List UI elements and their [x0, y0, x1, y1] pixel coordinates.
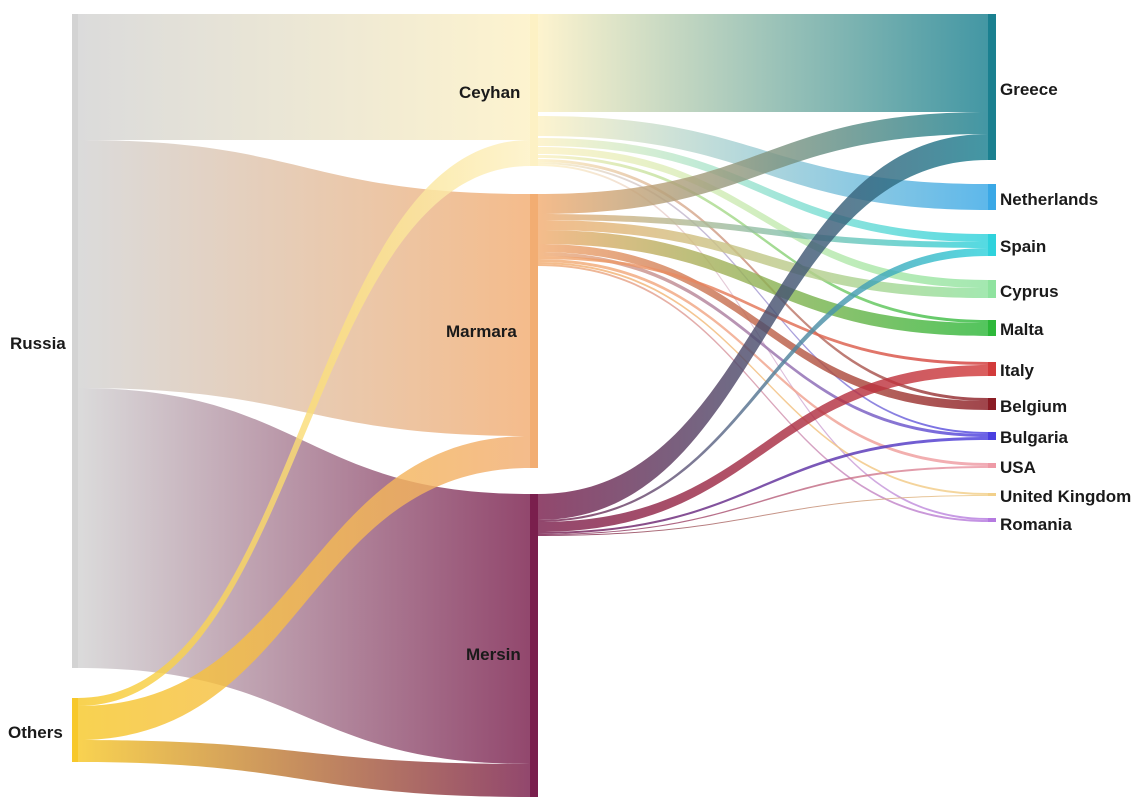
node-bar-united-kingdom: [988, 493, 996, 496]
node-bars: [72, 14, 996, 797]
flow-ceyhan-to-romania: [538, 164, 988, 520]
flow-ceyhan-to-cyprus: [538, 147, 988, 288]
flow-russia-to-ceyhan: [78, 14, 530, 140]
node-bar-netherlands: [988, 184, 996, 210]
node-bar-cyprus: [988, 280, 996, 298]
node-bar-belgium: [988, 398, 996, 410]
flow-marmara-to-greece: [538, 112, 988, 214]
node-bar-marmara: [530, 194, 538, 468]
flow-mersin-to-united-kingdom: [538, 495, 988, 536]
flow-marmara-to-usa: [538, 259, 988, 466]
flow-mersin-to-bulgaria: [538, 437, 988, 534]
flow-others-to-mersin: [78, 740, 530, 797]
flow-marmara-to-malta: [538, 230, 988, 336]
flow-ceyhan-to-greece: [538, 14, 988, 112]
node-label-others: Others: [8, 723, 63, 742]
flow-mersin-to-greece: [538, 134, 988, 520]
flow-marmara-to-italy: [538, 256, 988, 365]
node-label-spain: Spain: [1000, 237, 1046, 256]
flow-mersin-to-italy: [538, 365, 988, 532]
node-label-united-kingdom: United Kingdom: [1000, 487, 1131, 506]
flow-marmara-to-cyprus: [538, 220, 988, 298]
node-label-belgium: Belgium: [1000, 397, 1067, 416]
node-label-malta: Malta: [1000, 320, 1044, 339]
node-label-romania: Romania: [1000, 515, 1072, 534]
node-label-bulgaria: Bulgaria: [1000, 428, 1069, 447]
node-bar-greece: [988, 14, 996, 160]
node-label-cyprus: Cyprus: [1000, 282, 1059, 301]
flow-others-to-ceyhan: [78, 140, 530, 706]
node-bar-bulgaria: [988, 432, 996, 440]
node-bar-malta: [988, 320, 996, 336]
node-label-italy: Italy: [1000, 361, 1035, 380]
flow-mersin-to-usa: [538, 466, 988, 535]
node-bar-russia: [72, 14, 78, 668]
flow-marmara-to-united-kingdom: [538, 262, 988, 495]
flow-mersin-to-spain: [538, 248, 988, 522]
node-label-mersin: Mersin: [466, 645, 521, 664]
flow-others-to-marmara: [78, 436, 530, 740]
flow-marmara-to-bulgaria: [538, 252, 988, 437]
node-bar-italy: [988, 362, 996, 376]
flow-ceyhan-to-malta: [538, 155, 988, 323]
node-label-greece: Greece: [1000, 80, 1058, 99]
node-bar-spain: [988, 234, 996, 256]
node-bar-usa: [988, 463, 996, 468]
node-label-netherlands: Netherlands: [1000, 190, 1098, 209]
flow-ceyhan-to-bulgaria: [538, 162, 988, 434]
node-bar-romania: [988, 518, 996, 522]
node-bar-mersin: [530, 494, 538, 797]
node-label-usa: USA: [1000, 458, 1036, 477]
flow-ceyhan-to-spain: [538, 138, 988, 242]
node-bar-others: [72, 698, 78, 762]
node-label-marmara: Marmara: [446, 322, 517, 341]
flow-marmara-to-spain: [538, 214, 988, 248]
node-label-russia: Russia: [10, 334, 66, 353]
node-bar-ceyhan: [530, 14, 538, 166]
flow-marmara-to-romania: [538, 264, 988, 522]
node-label-ceyhan: Ceyhan: [459, 83, 520, 102]
flow-links: [78, 14, 988, 797]
